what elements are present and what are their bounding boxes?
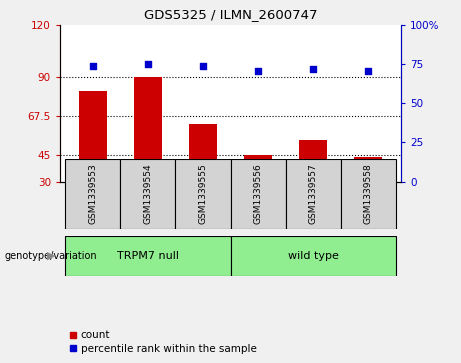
Bar: [355, 157, 382, 233]
Title: GDS5325 / ILMN_2600747: GDS5325 / ILMN_2600747: [144, 8, 317, 21]
Text: GSM1339554: GSM1339554: [143, 163, 153, 224]
Text: GSM1339553: GSM1339553: [89, 163, 97, 224]
Point: [199, 63, 207, 69]
Bar: [230, 236, 396, 276]
Bar: [285, 159, 341, 229]
Point: [364, 68, 372, 74]
Bar: [230, 159, 285, 229]
Point: [89, 63, 97, 69]
Text: GSM1339557: GSM1339557: [308, 163, 318, 224]
Text: GSM1339558: GSM1339558: [364, 163, 372, 224]
Text: GSM1339555: GSM1339555: [199, 163, 207, 224]
Point: [309, 66, 317, 72]
Text: TRPM7 null: TRPM7 null: [117, 251, 179, 261]
Bar: [65, 236, 230, 276]
Bar: [79, 91, 106, 233]
Text: GSM1339556: GSM1339556: [254, 163, 262, 224]
Text: genotype/variation: genotype/variation: [5, 251, 97, 261]
Bar: [120, 159, 176, 229]
Text: ▶: ▶: [47, 251, 55, 261]
Bar: [176, 159, 230, 229]
Bar: [244, 155, 272, 233]
Legend: count, percentile rank within the sample: count, percentile rank within the sample: [65, 326, 261, 358]
Bar: [299, 140, 327, 233]
Text: wild type: wild type: [288, 251, 338, 261]
Point: [144, 61, 152, 68]
Point: [254, 68, 262, 74]
Bar: [134, 77, 162, 233]
Bar: [65, 159, 120, 229]
Bar: [189, 124, 217, 233]
Bar: [341, 159, 396, 229]
